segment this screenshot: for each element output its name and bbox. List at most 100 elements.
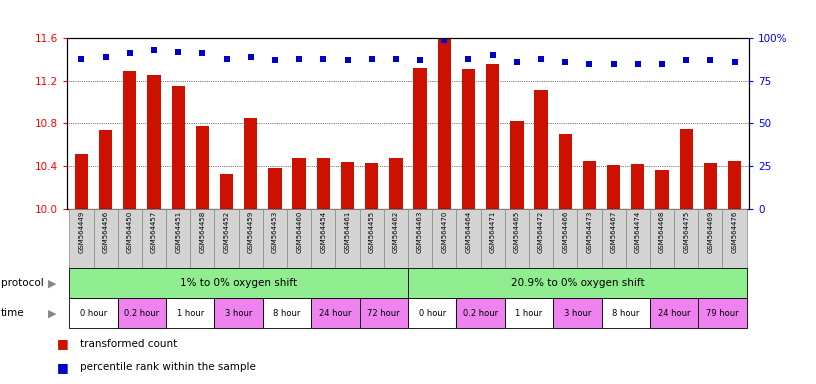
Point — [414, 57, 427, 63]
FancyBboxPatch shape — [166, 209, 190, 268]
Text: GSM564452: GSM564452 — [224, 211, 229, 253]
Point — [680, 57, 693, 63]
Bar — [680, 129, 693, 209]
FancyBboxPatch shape — [215, 298, 263, 328]
FancyBboxPatch shape — [481, 209, 505, 268]
Text: GSM564474: GSM564474 — [635, 211, 641, 253]
FancyBboxPatch shape — [601, 298, 650, 328]
Text: GSM564465: GSM564465 — [514, 211, 520, 253]
Text: 0.2 hour: 0.2 hour — [463, 309, 498, 318]
Text: percentile rank within the sample: percentile rank within the sample — [80, 362, 256, 372]
FancyBboxPatch shape — [408, 268, 747, 298]
Point — [366, 55, 379, 61]
Point — [148, 47, 161, 53]
FancyBboxPatch shape — [360, 298, 408, 328]
Bar — [486, 64, 499, 209]
FancyBboxPatch shape — [69, 268, 408, 298]
Point — [655, 61, 668, 67]
Text: 3 hour: 3 hour — [564, 309, 591, 318]
Bar — [196, 126, 209, 209]
FancyBboxPatch shape — [722, 209, 747, 268]
Text: 72 hour: 72 hour — [367, 309, 400, 318]
FancyBboxPatch shape — [553, 298, 601, 328]
Text: GSM564473: GSM564473 — [587, 211, 592, 253]
FancyBboxPatch shape — [142, 209, 166, 268]
FancyBboxPatch shape — [650, 209, 674, 268]
Bar — [655, 170, 668, 209]
Text: GSM564457: GSM564457 — [151, 211, 157, 253]
FancyBboxPatch shape — [311, 298, 360, 328]
FancyBboxPatch shape — [311, 209, 335, 268]
Bar — [171, 86, 185, 209]
Bar — [220, 174, 233, 209]
FancyBboxPatch shape — [553, 209, 578, 268]
Bar — [534, 90, 548, 209]
Text: GSM564466: GSM564466 — [562, 211, 568, 253]
Bar — [123, 71, 136, 209]
Text: transformed count: transformed count — [80, 339, 177, 349]
Text: GSM564463: GSM564463 — [417, 211, 423, 253]
Text: GSM564449: GSM564449 — [78, 211, 84, 253]
Point — [171, 49, 184, 55]
Bar — [75, 154, 88, 209]
Text: 3 hour: 3 hour — [225, 309, 252, 318]
Bar — [292, 158, 306, 209]
FancyBboxPatch shape — [408, 298, 456, 328]
FancyBboxPatch shape — [238, 209, 263, 268]
FancyBboxPatch shape — [456, 209, 481, 268]
FancyBboxPatch shape — [263, 298, 311, 328]
Bar — [462, 69, 475, 209]
FancyBboxPatch shape — [432, 209, 456, 268]
Text: 24 hour: 24 hour — [319, 309, 352, 318]
Text: protocol: protocol — [1, 278, 43, 288]
Bar — [559, 134, 572, 209]
Text: GSM564472: GSM564472 — [538, 211, 544, 253]
Bar — [148, 75, 161, 209]
Text: 1 hour: 1 hour — [176, 309, 204, 318]
FancyBboxPatch shape — [94, 209, 118, 268]
FancyBboxPatch shape — [578, 209, 601, 268]
Bar — [583, 161, 596, 209]
FancyBboxPatch shape — [118, 298, 166, 328]
FancyBboxPatch shape — [529, 209, 553, 268]
Text: ■: ■ — [57, 361, 69, 374]
Text: GSM564468: GSM564468 — [659, 211, 665, 253]
FancyBboxPatch shape — [626, 209, 650, 268]
Bar — [728, 161, 741, 209]
FancyBboxPatch shape — [263, 209, 287, 268]
Text: GSM564470: GSM564470 — [441, 211, 447, 253]
Text: GSM564469: GSM564469 — [707, 211, 713, 253]
Text: 20.9% to 0% oxygen shift: 20.9% to 0% oxygen shift — [511, 278, 644, 288]
Point — [728, 59, 741, 65]
Text: 1 hour: 1 hour — [516, 309, 543, 318]
Text: ■: ■ — [57, 338, 69, 350]
Bar — [414, 68, 427, 209]
FancyBboxPatch shape — [674, 209, 698, 268]
Text: 0.2 hour: 0.2 hour — [124, 309, 159, 318]
Text: time: time — [1, 308, 24, 318]
FancyBboxPatch shape — [69, 209, 94, 268]
FancyBboxPatch shape — [601, 209, 626, 268]
Point — [341, 57, 354, 63]
Text: ▶: ▶ — [48, 278, 56, 288]
Text: GSM564459: GSM564459 — [248, 211, 254, 253]
Point — [293, 55, 306, 61]
FancyBboxPatch shape — [166, 298, 215, 328]
Point — [196, 50, 209, 56]
FancyBboxPatch shape — [190, 209, 215, 268]
FancyBboxPatch shape — [505, 209, 529, 268]
Text: GSM564475: GSM564475 — [683, 211, 690, 253]
Point — [437, 36, 450, 43]
Bar — [703, 163, 717, 209]
Point — [583, 61, 596, 67]
Bar — [510, 121, 524, 209]
Bar — [365, 163, 379, 209]
Text: 24 hour: 24 hour — [658, 309, 690, 318]
FancyBboxPatch shape — [698, 209, 722, 268]
Bar — [244, 118, 257, 209]
FancyBboxPatch shape — [215, 209, 238, 268]
Text: 0 hour: 0 hour — [419, 309, 446, 318]
Text: GSM564450: GSM564450 — [126, 211, 133, 253]
Point — [268, 57, 282, 63]
Point — [123, 50, 136, 56]
